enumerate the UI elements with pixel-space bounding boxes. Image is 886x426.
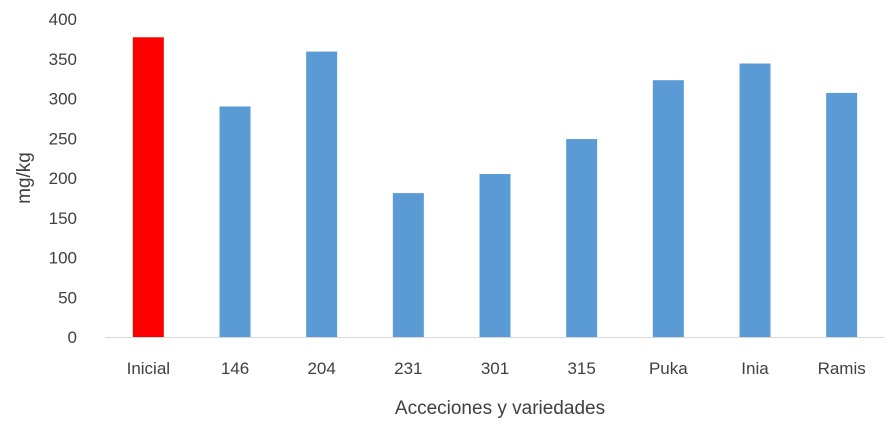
x-tick-label: 204 — [307, 359, 335, 378]
bar-inicial — [132, 37, 164, 337]
y-tick-label: 150 — [49, 209, 77, 228]
bar-ramis — [826, 92, 858, 337]
y-tick-label: 0 — [68, 328, 77, 347]
x-tick-label: 146 — [221, 359, 249, 378]
x-tick-label: 231 — [394, 359, 422, 378]
y-tick-label: 300 — [49, 90, 77, 109]
x-axis-title: Acceciones y variedades — [395, 398, 605, 419]
y-tick-label: 50 — [58, 288, 77, 307]
bar-puka — [652, 80, 684, 337]
bars — [132, 37, 858, 338]
x-tick-label: 301 — [481, 359, 509, 378]
x-tick-label: 315 — [567, 359, 595, 378]
bar-146 — [219, 106, 251, 337]
bar-inia — [739, 63, 771, 338]
x-tick-label: Ramis — [818, 359, 866, 378]
y-tick-label: 350 — [49, 50, 77, 69]
y-tick-label: 400 — [49, 10, 77, 29]
y-axis-ticks: 0 50 100 150 200 250 300 350 400 — [49, 10, 77, 347]
x-axis-ticks: Inicial 146 204 231 301 315 Puka Inia Ramis — [127, 359, 866, 378]
x-tick-label: Inicial — [127, 359, 170, 378]
y-tick-label: 250 — [49, 129, 77, 148]
bar-315 — [566, 139, 598, 337]
bar-204 — [306, 51, 338, 337]
bar-301 — [479, 174, 511, 337]
y-tick-label: 200 — [49, 169, 77, 188]
bar-231 — [392, 193, 424, 337]
x-tick-label: Inia — [741, 359, 769, 378]
x-tick-label: Puka — [649, 359, 688, 378]
y-tick-label: 100 — [49, 249, 77, 268]
y-axis-title: mg/kg — [14, 152, 35, 204]
